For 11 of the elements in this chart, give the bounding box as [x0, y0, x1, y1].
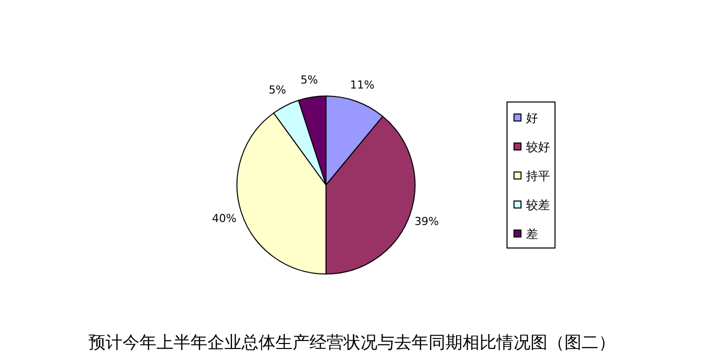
- data-label: 39%: [414, 215, 439, 228]
- legend-label: 较好: [526, 140, 550, 154]
- legend-label: 好: [526, 111, 538, 125]
- legend-label: 持平: [526, 169, 550, 183]
- legend-label: 较差: [526, 198, 550, 212]
- legend-label: 差: [526, 227, 538, 241]
- text: 预计今年上半年企业总体生产经营状况与去年同期相比情况图（图二）: [88, 333, 616, 353]
- data-label: 40%: [212, 212, 236, 226]
- data-label: 11%: [350, 78, 374, 92]
- data-label: 5%: [300, 73, 318, 86]
- data-label: 5%: [268, 84, 286, 97]
